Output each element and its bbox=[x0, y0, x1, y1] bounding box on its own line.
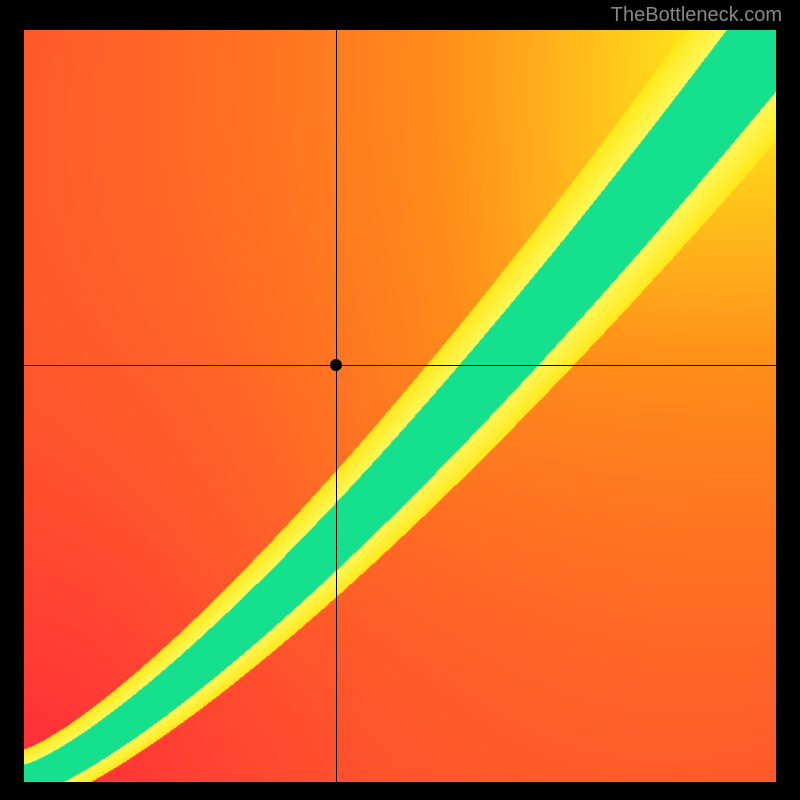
crosshair-horizontal bbox=[24, 365, 776, 366]
bottleneck-heatmap bbox=[24, 30, 776, 782]
selection-point bbox=[330, 359, 342, 371]
heatmap-canvas bbox=[24, 30, 776, 782]
crosshair-vertical bbox=[336, 30, 337, 782]
watermark-text: TheBottleneck.com bbox=[611, 4, 782, 27]
